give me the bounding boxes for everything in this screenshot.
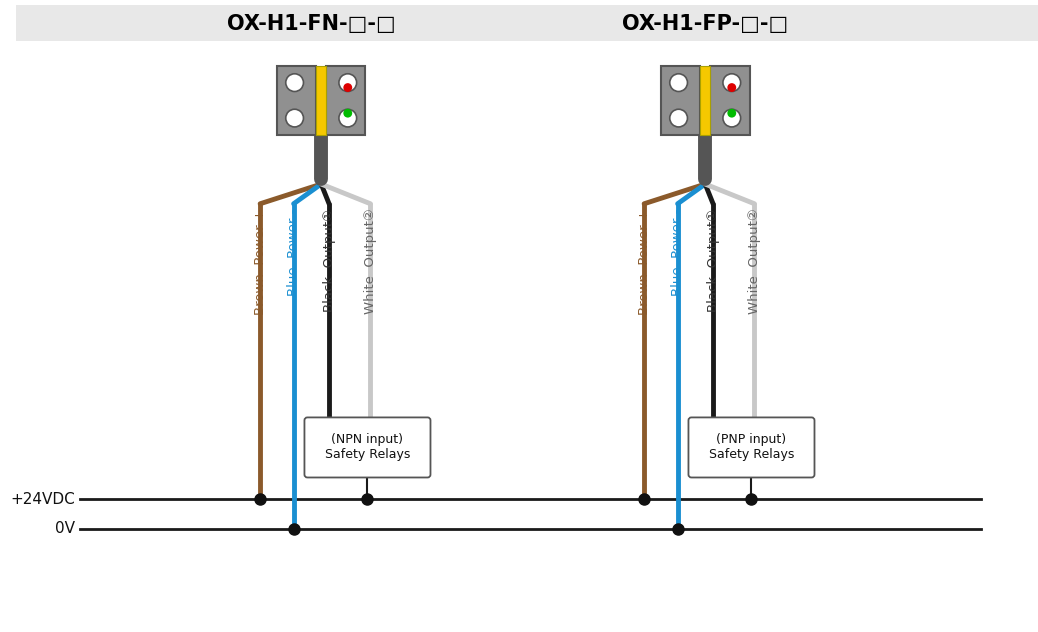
Text: OX-H1-FP-□-□: OX-H1-FP-□-□ bbox=[622, 13, 788, 33]
Text: (NPN input)
Safety Relays: (NPN input) Safety Relays bbox=[325, 434, 410, 461]
Bar bbox=[317, 66, 326, 135]
Circle shape bbox=[339, 109, 357, 127]
Text: Brown  Power +: Brown Power + bbox=[637, 209, 651, 315]
Circle shape bbox=[722, 109, 741, 127]
Bar bbox=[16, 5, 1038, 41]
Bar bbox=[701, 66, 710, 135]
FancyBboxPatch shape bbox=[304, 417, 431, 478]
Text: White  Output②: White Output② bbox=[364, 209, 377, 315]
Circle shape bbox=[285, 109, 303, 127]
Text: Brown  Power +: Brown Power + bbox=[253, 209, 267, 315]
Text: Black  Output①: Black Output① bbox=[707, 209, 719, 312]
Bar bbox=[277, 66, 317, 135]
Text: +24VDC: +24VDC bbox=[10, 492, 75, 507]
Circle shape bbox=[728, 83, 736, 92]
Bar bbox=[710, 66, 749, 135]
Bar bbox=[661, 66, 701, 135]
Bar bbox=[326, 66, 365, 135]
Circle shape bbox=[285, 74, 303, 92]
Circle shape bbox=[344, 109, 352, 118]
Text: OX-H1-FN-□-□: OX-H1-FN-□-□ bbox=[227, 13, 395, 33]
Circle shape bbox=[728, 109, 736, 118]
Circle shape bbox=[339, 74, 357, 92]
Text: (PNP input)
Safety Relays: (PNP input) Safety Relays bbox=[709, 434, 794, 461]
Text: Blue  Power -: Blue Power - bbox=[288, 209, 300, 296]
Text: 0V: 0V bbox=[55, 521, 75, 536]
Circle shape bbox=[344, 83, 352, 92]
FancyBboxPatch shape bbox=[688, 417, 815, 478]
Circle shape bbox=[670, 109, 687, 127]
Text: White  Output②: White Output② bbox=[748, 209, 761, 315]
Circle shape bbox=[722, 74, 741, 92]
Text: Blue  Power -: Blue Power - bbox=[672, 209, 684, 296]
Text: Black  Output①: Black Output① bbox=[323, 209, 335, 312]
Circle shape bbox=[670, 74, 687, 92]
